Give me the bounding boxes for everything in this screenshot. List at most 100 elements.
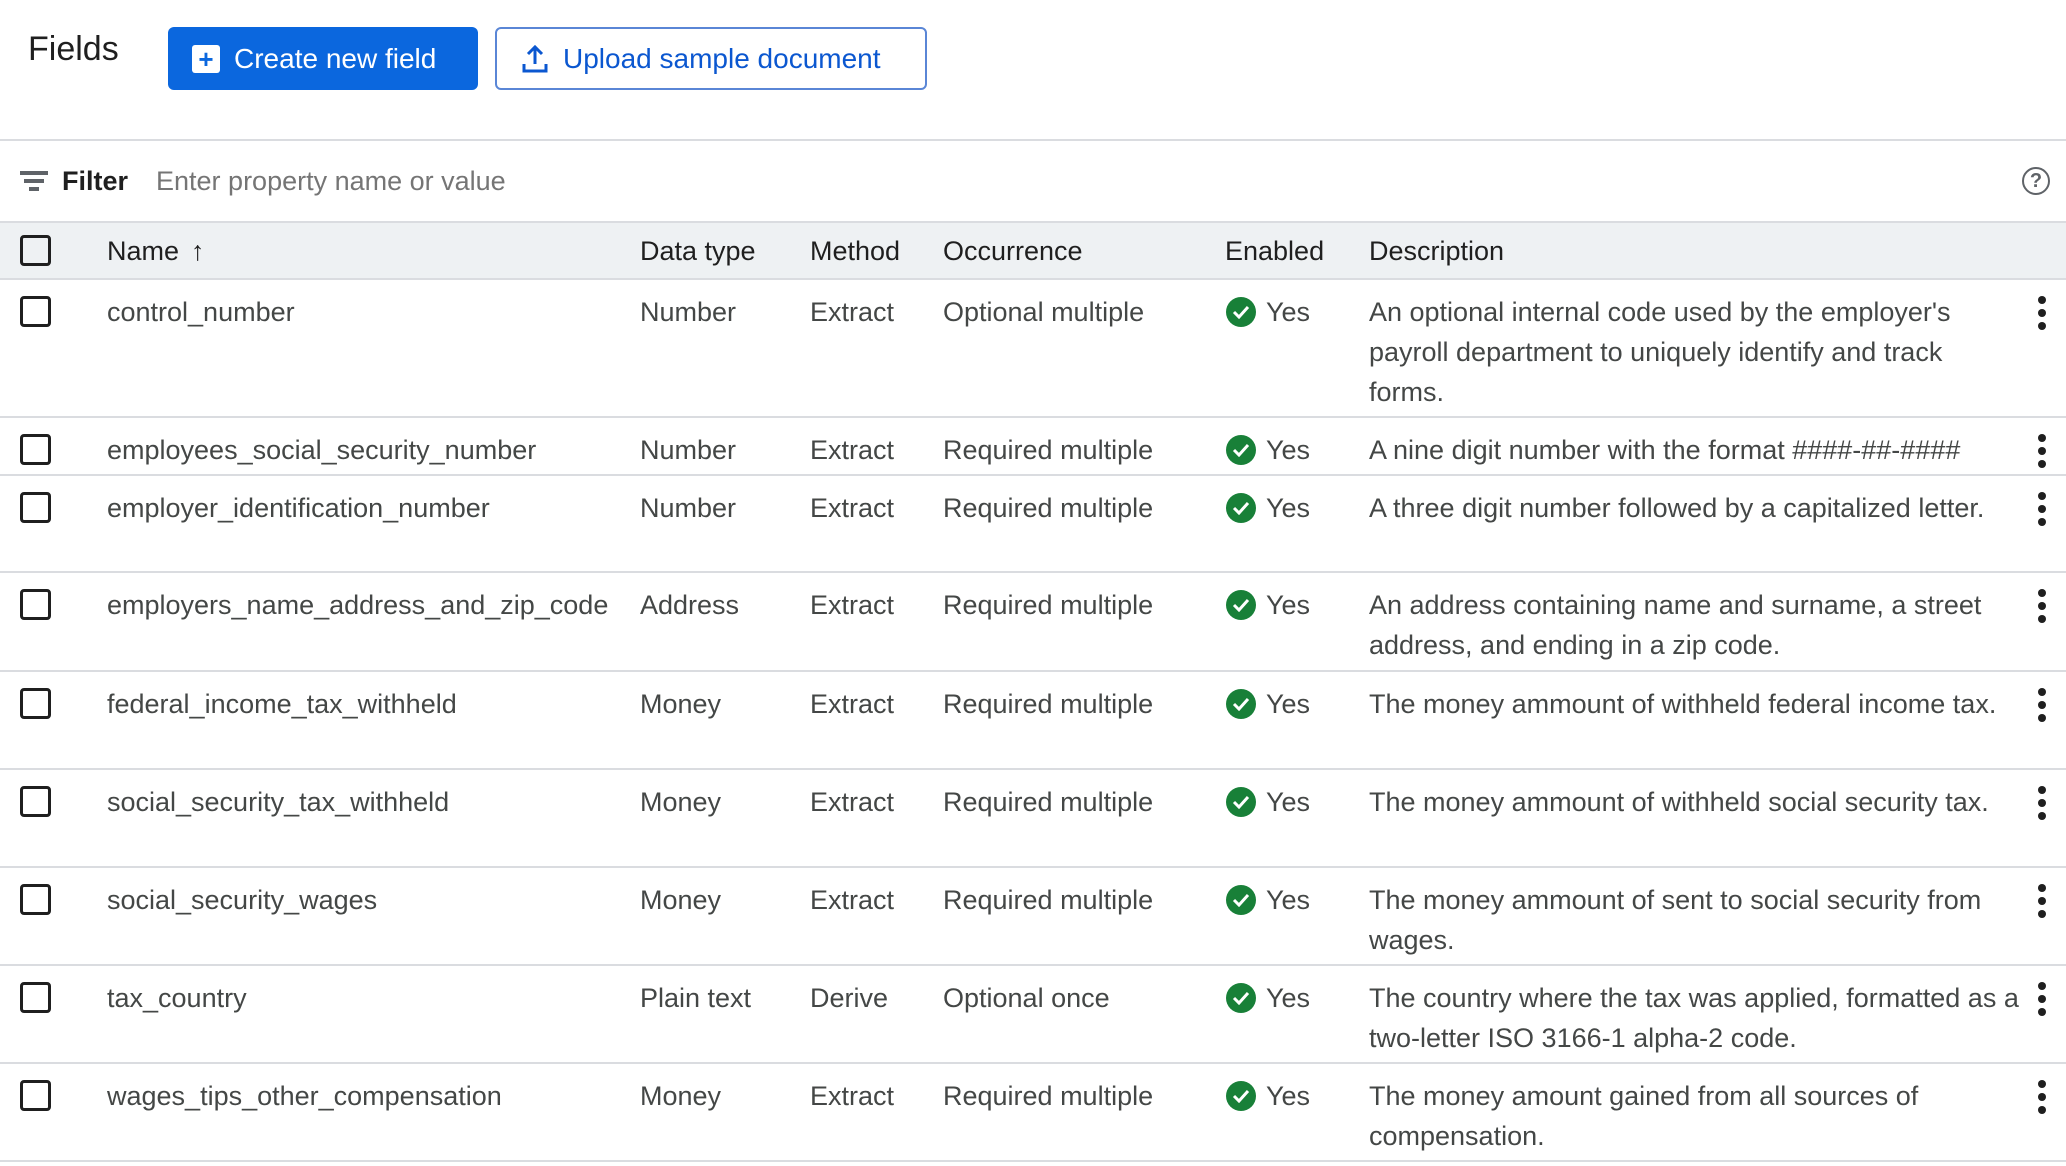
more-vert-icon[interactable]	[2036, 688, 2048, 727]
filter-icon	[20, 167, 48, 195]
table-row: federal_income_tax_withheld Money Extrac…	[0, 672, 2066, 770]
page-title: Fields	[28, 30, 119, 68]
field-description: The money ammount of sent to social secu…	[1369, 885, 1982, 955]
column-header-occurrence[interactable]: Occurrence	[943, 236, 1083, 266]
row-checkbox[interactable]	[20, 492, 51, 523]
row-checkbox[interactable]	[20, 786, 51, 817]
field-name: federal_income_tax_withheld	[107, 689, 457, 719]
table-row: tax_country Plain text Derive Optional o…	[0, 966, 2066, 1064]
field-name: employer_identification_number	[107, 493, 490, 523]
field-data-type: Number	[640, 493, 737, 523]
upload-sample-document-button[interactable]: Upload sample document	[495, 27, 927, 90]
enabled-label: Yes	[1266, 590, 1311, 620]
field-enabled: Yes	[1226, 1076, 1310, 1116]
row-checkbox[interactable]	[20, 1080, 51, 1111]
field-enabled: Yes	[1226, 880, 1310, 920]
more-vert-icon[interactable]	[2036, 982, 2048, 1021]
field-method: Extract	[810, 787, 895, 817]
enabled-label: Yes	[1266, 297, 1311, 327]
column-header-name[interactable]: Name ↑	[107, 231, 205, 271]
filter-input[interactable]	[154, 164, 2022, 198]
check-circle-icon	[1226, 983, 1256, 1013]
field-method: Extract	[810, 689, 895, 719]
check-circle-icon	[1226, 787, 1256, 817]
field-description: The money ammount of withheld federal in…	[1369, 689, 1997, 719]
field-method: Extract	[810, 590, 895, 620]
create-new-field-button[interactable]: + Create new field	[168, 27, 478, 90]
field-method: Extract	[810, 885, 895, 915]
field-occurrence: Required multiple	[943, 493, 1154, 523]
check-circle-icon	[1226, 885, 1256, 915]
field-occurrence: Required multiple	[943, 1081, 1154, 1111]
field-occurrence: Required multiple	[943, 689, 1154, 719]
field-description: The country where the tax was applied, f…	[1369, 983, 2019, 1053]
row-checkbox[interactable]	[20, 884, 51, 915]
field-data-type: Address	[640, 590, 740, 620]
field-occurrence: Required multiple	[943, 590, 1154, 620]
field-enabled: Yes	[1226, 430, 1310, 470]
select-all-checkbox[interactable]	[20, 235, 51, 266]
check-circle-icon	[1226, 493, 1256, 523]
field-description: An optional internal code used by the em…	[1369, 297, 1951, 407]
row-checkbox[interactable]	[20, 589, 51, 620]
more-vert-icon[interactable]	[2036, 589, 2048, 628]
create-new-field-label: Create new field	[234, 42, 437, 74]
upload-icon	[522, 44, 548, 72]
arrow-up-icon[interactable]: ↑	[191, 236, 205, 266]
more-vert-icon[interactable]	[2036, 296, 2048, 335]
field-data-type: Money	[640, 1081, 722, 1111]
field-name: employees_social_security_number	[107, 435, 537, 465]
field-data-type: Money	[640, 787, 722, 817]
field-data-type: Plain text	[640, 983, 752, 1013]
row-checkbox[interactable]	[20, 296, 51, 327]
check-circle-icon	[1226, 297, 1256, 327]
check-circle-icon	[1226, 689, 1256, 719]
field-method: Extract	[810, 435, 895, 465]
field-method: Extract	[810, 297, 895, 327]
field-data-type: Number	[640, 435, 737, 465]
row-checkbox[interactable]	[20, 688, 51, 719]
field-data-type: Number	[640, 297, 737, 327]
field-name: wages_tips_other_compensation	[107, 1081, 502, 1111]
field-enabled: Yes	[1226, 684, 1310, 724]
filter-label: Filter	[62, 165, 129, 196]
check-circle-icon	[1226, 435, 1256, 465]
help-icon[interactable]: ?	[2022, 167, 2050, 195]
filter-bar: Filter ?	[20, 160, 2050, 202]
more-vert-icon[interactable]	[2036, 1080, 2048, 1119]
field-enabled: Yes	[1226, 488, 1310, 528]
field-occurrence: Required multiple	[943, 787, 1154, 817]
column-header-method[interactable]: Method	[810, 236, 901, 266]
more-vert-icon[interactable]	[2036, 884, 2048, 923]
row-checkbox[interactable]	[20, 434, 51, 465]
field-method: Extract	[810, 493, 895, 523]
field-occurrence: Required multiple	[943, 435, 1154, 465]
enabled-label: Yes	[1266, 689, 1311, 719]
field-occurrence: Required multiple	[943, 885, 1154, 915]
more-vert-icon[interactable]	[2036, 786, 2048, 825]
more-vert-icon[interactable]	[2036, 492, 2048, 531]
table-row: employer_identification_number Number Ex…	[0, 476, 2066, 573]
column-header-enabled[interactable]: Enabled	[1225, 236, 1325, 266]
field-method: Extract	[810, 1081, 895, 1111]
enabled-label: Yes	[1266, 885, 1311, 915]
field-description: The money amount gained from all sources…	[1369, 1081, 1919, 1151]
field-method: Derive	[810, 983, 889, 1013]
field-enabled: Yes	[1226, 585, 1310, 625]
table-header: Name ↑ Data type Method Occurrence Enable…	[0, 221, 2066, 280]
table-row: social_security_wages Money Extract Requ…	[0, 868, 2066, 966]
field-occurrence: Optional multiple	[943, 297, 1145, 327]
field-name: employers_name_address_and_zip_code	[107, 590, 609, 620]
column-header-data-type[interactable]: Data type	[640, 236, 756, 266]
field-name: control_number	[107, 297, 295, 327]
row-checkbox[interactable]	[20, 982, 51, 1013]
field-description: The money ammount of withheld social sec…	[1369, 787, 1989, 817]
add-icon: +	[192, 44, 220, 73]
column-name-label: Name	[107, 236, 180, 266]
upload-sample-document-label: Upload sample document	[563, 42, 881, 74]
field-data-type: Money	[640, 689, 722, 719]
more-vert-icon[interactable]	[2036, 434, 2048, 473]
check-circle-icon	[1226, 590, 1256, 620]
field-name: tax_country	[107, 983, 247, 1013]
column-header-description[interactable]: Description	[1369, 236, 1505, 266]
